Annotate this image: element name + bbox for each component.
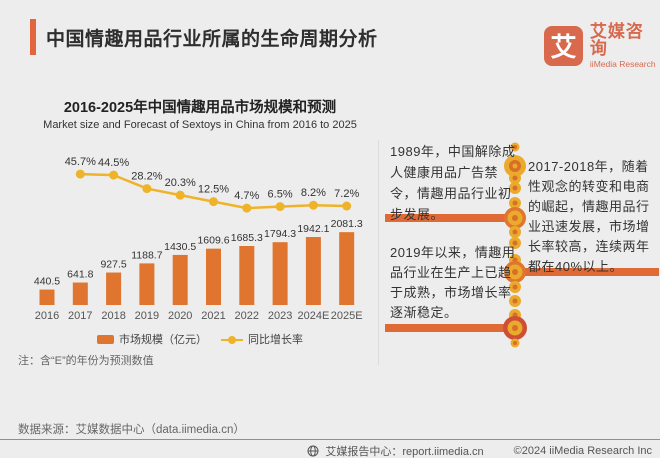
timeline-event-2019: 2019年以来，情趣用品行业在生产上已趋于成熟，市场增长率逐渐稳定。 (390, 245, 516, 320)
bar-value-label: 1430.5 (164, 241, 196, 253)
growth-rate-label: 8.2% (301, 187, 326, 199)
x-axis-label: 2020 (168, 310, 192, 322)
growth-rate-label: 45.7% (65, 156, 96, 168)
market-size-chart: 440.5 2016 641.8 2017 927.5 2018 1188.7 2019 143… (34, 156, 363, 322)
footer-bar: 艾媒报告中心：report.iimedia.cn ©2024 iiMedia R… (0, 443, 652, 458)
bar-value-label: 1685.3 (231, 232, 263, 244)
globe-icon (307, 445, 319, 457)
bar-value-label: 1188.7 (131, 249, 162, 261)
x-axis-label: 2019 (135, 310, 159, 322)
timeline-node-dot (512, 175, 518, 181)
connector-left-2 (385, 324, 519, 332)
bar-value-label: 1942.1 (297, 223, 329, 235)
x-axis-label: 2016 (35, 310, 59, 322)
bar-value-label: 927.5 (100, 259, 126, 271)
line-series-swatch (221, 335, 243, 344)
growth-rate-label: 44.5% (98, 157, 129, 169)
timeline-node-dot (512, 298, 518, 304)
growth-rate-label: 28.2% (131, 171, 162, 183)
bar-2018 (106, 272, 122, 305)
bar-2024E (305, 237, 321, 305)
lifecycle-timeline-graphic (385, 142, 659, 348)
timeline-junction-dot (512, 325, 518, 331)
growth-point (75, 169, 85, 179)
iimedia-logo: 艾 艾媒咨询 iiMedia Research (544, 23, 660, 69)
bar-2019 (139, 263, 155, 305)
timeline-node-dot (512, 229, 518, 235)
timeline-event-2017-2018: 2017-2018年，随着性观念的转变和电商的崛起，情趣用品行业迅速发展，市场增… (528, 159, 650, 274)
bar-2025E (339, 232, 355, 305)
bar-value-label: 440.5 (34, 276, 60, 288)
connector-left-1 (385, 214, 519, 222)
x-axis-label: 2022 (235, 310, 259, 322)
timeline-junction-dot (512, 269, 518, 275)
bar-value-label: 1609.6 (197, 235, 229, 247)
timeline-node-dot (512, 200, 518, 206)
copyright: ©2024 iiMedia Research Inc (513, 445, 652, 457)
bar-2016 (39, 289, 55, 305)
timeline-node-dot (512, 240, 518, 246)
bar-2022 (239, 246, 255, 305)
bar-series-swatch (97, 334, 114, 344)
connector-right (511, 268, 659, 276)
title-accent-bar (30, 19, 36, 55)
bar-2017 (72, 282, 88, 305)
x-axis-label: 2017 (68, 310, 92, 322)
growth-rate-label: 6.5% (268, 189, 293, 201)
growth-point (275, 202, 285, 212)
x-axis-label: 2021 (201, 310, 225, 322)
logo-icon: 艾 (544, 25, 583, 66)
timeline-node-dot (513, 341, 517, 345)
growth-point (142, 184, 152, 194)
bar-2023 (272, 242, 288, 305)
legend-bar-label: 市场规模（亿元） (119, 334, 207, 346)
growth-point (175, 190, 185, 200)
timeline-event-1989: 1989年，中国解除成人健康用品广告禁令，情趣用品行业初步发展。 (390, 144, 516, 222)
x-axis-label: 2018 (101, 310, 125, 322)
bar-2020 (172, 254, 188, 305)
growth-point (342, 201, 352, 211)
growth-rate-label: 20.3% (165, 177, 196, 189)
growth-rate-label: 12.5% (198, 184, 229, 196)
page-title: 中国情趣用品行业所属的生命周期分析 (46, 29, 378, 50)
growth-rate-label: 7.2% (334, 188, 359, 200)
chart-subtitle: Market size and Forecast of Sextoys in C… (43, 119, 357, 131)
data-source: 数据来源：艾媒数据中心（data.iimedia.cn） (18, 424, 245, 436)
logo-name-cn: 艾媒咨询 (589, 22, 644, 58)
x-axis-label: 2023 (268, 310, 292, 322)
timeline-node-dot (513, 145, 517, 149)
legend-line-label: 同比增长率 (248, 334, 303, 346)
footer-divider (0, 439, 660, 440)
chart-title: 2016-2025年中国情趣用品市场规模和预测 (63, 100, 337, 116)
chart-legend: 市场规模（亿元） 同比增长率 (0, 331, 400, 347)
x-axis-label: 2024E (297, 310, 329, 322)
growth-rate-label: 4.7% (234, 190, 259, 202)
bar-value-label: 2081.3 (331, 218, 363, 230)
bar-value-label: 641.8 (67, 269, 93, 281)
bar-2021 (206, 248, 221, 305)
timeline-node-dot (512, 163, 518, 169)
legend-item-bar: 市场规模（亿元） (97, 331, 207, 347)
logo-name-en: iiMedia Research (589, 59, 656, 69)
timeline-junction-dot (512, 215, 518, 221)
x-axis-label: 2025E (331, 310, 363, 322)
growth-point (209, 197, 218, 207)
timeline-node-dot (512, 185, 518, 191)
legend-item-line: 同比增长率 (221, 331, 303, 347)
panel-divider (378, 140, 379, 365)
bar-value-label: 1794.3 (264, 228, 296, 240)
timeline-node-dot (512, 284, 518, 290)
growth-point (242, 203, 252, 213)
growth-point (308, 200, 318, 210)
chart-note: 注：含“E”的年份为预测数值 (18, 355, 154, 367)
report-center-link: 艾媒报告中心：report.iimedia.cn (325, 446, 484, 458)
growth-point (109, 170, 119, 180)
